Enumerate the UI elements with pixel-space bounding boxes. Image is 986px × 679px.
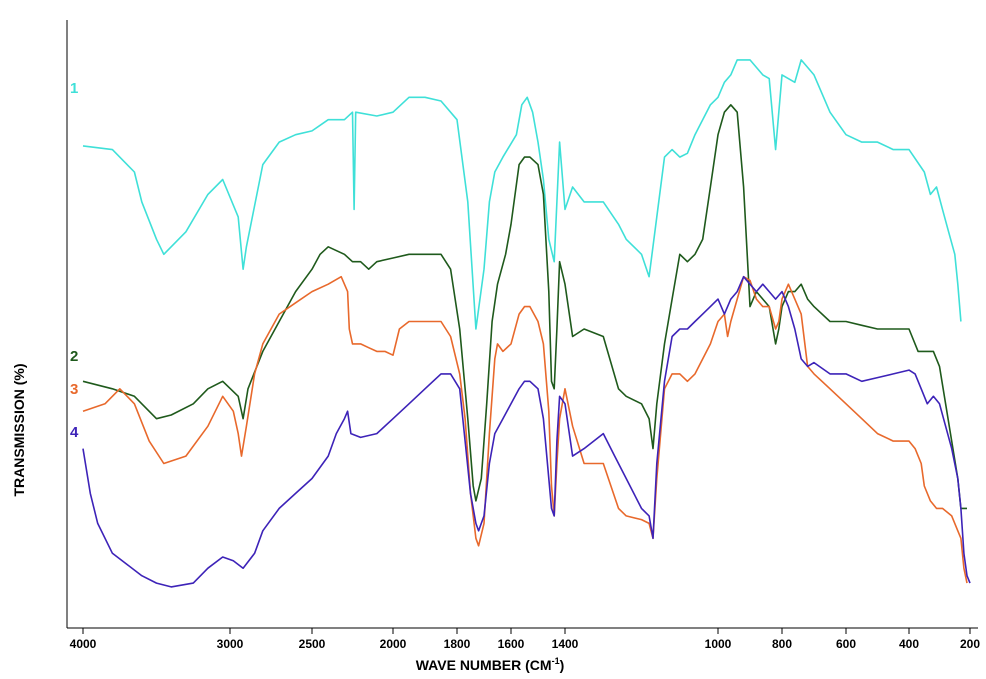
- series-group: [82, 59, 971, 588]
- x-tick-label: 1400: [552, 637, 579, 651]
- x-tick-label: 400: [899, 637, 919, 651]
- series-line-4: [82, 275, 971, 588]
- x-axis-title-text: WAVE NUMBER (CM: [416, 657, 552, 673]
- series-line-2: [82, 104, 967, 510]
- y-axis-title: TRANSMISSION (%): [11, 364, 27, 497]
- x-axis-title: WAVE NUMBER (CM-1): [416, 656, 565, 673]
- x-tick-label: 1800: [444, 637, 471, 651]
- series-line-3: [82, 275, 968, 584]
- x-tick-label: 600: [836, 637, 856, 651]
- series-labels: 1 2 3 4: [70, 80, 79, 441]
- x-tick-label: 800: [772, 637, 792, 651]
- x-axis-title-sup: -1: [552, 656, 560, 666]
- x-tick-label: 2500: [299, 637, 326, 651]
- x-ticks: 4000 3000 2500 2000 1800 1600 1400 1000 800 600 40…: [70, 628, 980, 651]
- x-tick-label: 4000: [70, 637, 97, 651]
- series-label-1: 1: [70, 80, 78, 97]
- x-tick-label: 200: [960, 637, 980, 651]
- x-axis-title-close: ): [560, 657, 565, 673]
- x-tick-label: 1000: [705, 637, 732, 651]
- x-tick-label: 1600: [498, 637, 525, 651]
- x-tick-label: 3000: [217, 637, 244, 651]
- series-label-2: 2: [70, 348, 78, 365]
- series-label-3: 3: [70, 381, 78, 398]
- series-label-4: 4: [70, 424, 79, 441]
- x-tick-label: 2000: [380, 637, 407, 651]
- series-line-1: [82, 59, 962, 330]
